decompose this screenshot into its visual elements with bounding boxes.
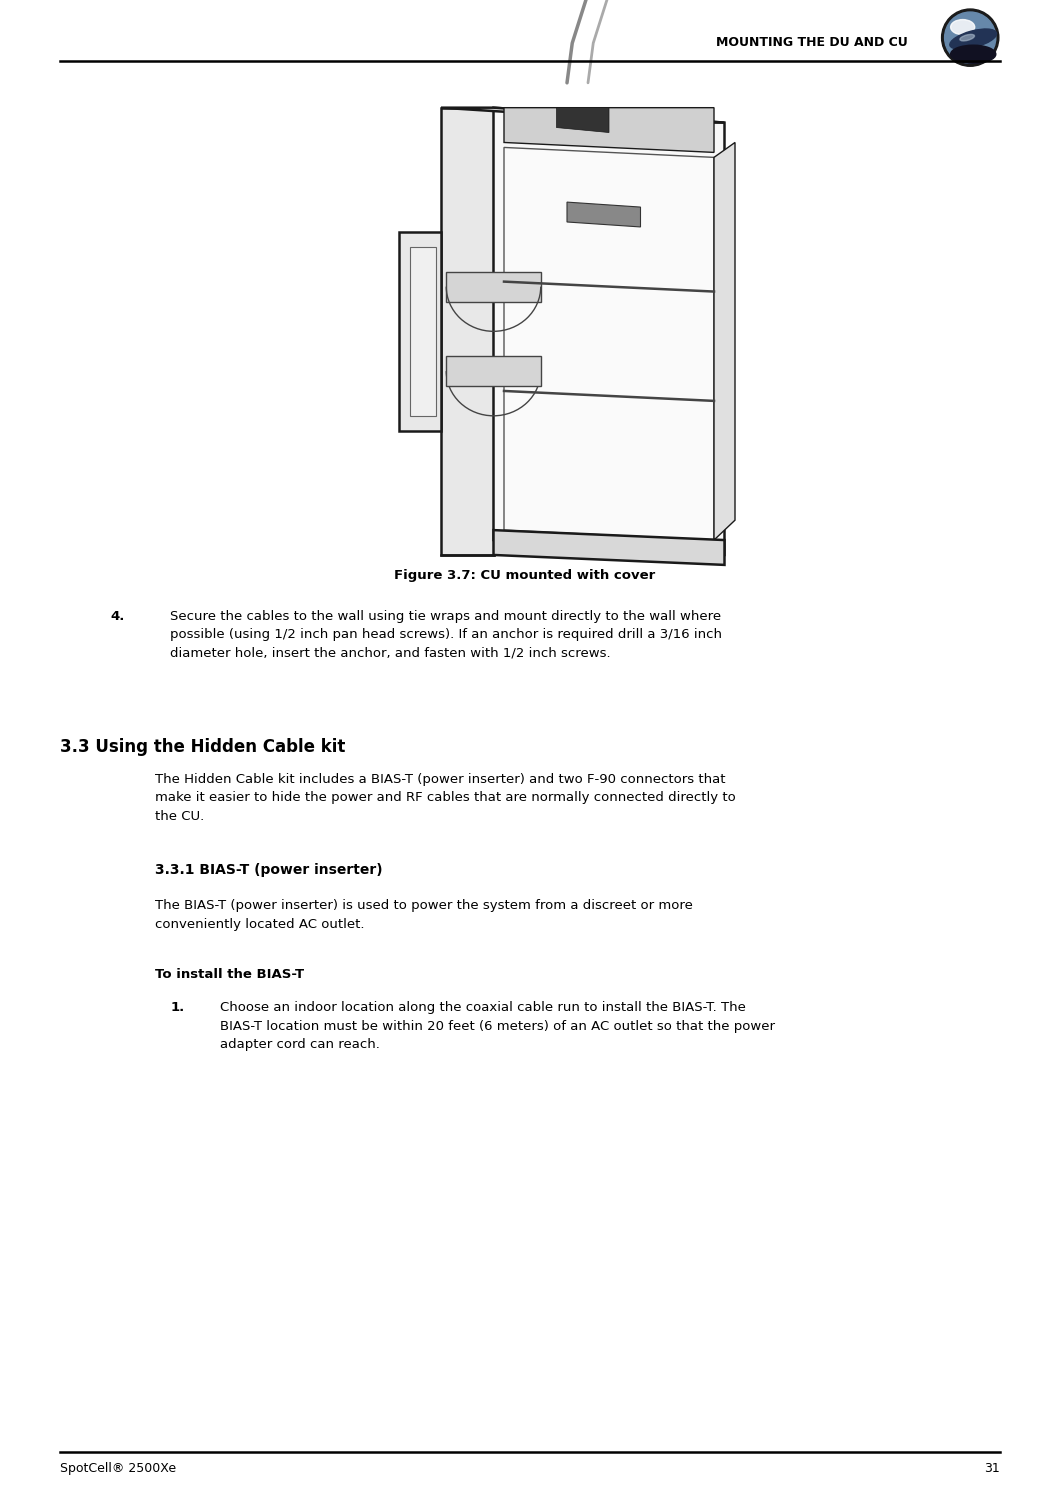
Polygon shape [441,108,724,122]
Polygon shape [446,357,541,386]
Text: 3.3 Using the Hidden Cable kit: 3.3 Using the Hidden Cable kit [60,738,345,756]
Text: 31: 31 [984,1462,1000,1476]
Text: Figure 3.7: CU mounted with cover: Figure 3.7: CU mounted with cover [395,569,655,583]
Polygon shape [504,148,714,541]
Ellipse shape [945,12,995,63]
Text: SpotCell® 2500Xe: SpotCell® 2500Xe [60,1462,176,1476]
Polygon shape [494,108,724,556]
Text: The BIAS-T (power inserter) is used to power the system from a discreet or more
: The BIAS-T (power inserter) is used to p… [155,899,693,931]
Ellipse shape [950,45,995,63]
Text: 4.: 4. [110,610,125,623]
Ellipse shape [950,20,974,35]
Ellipse shape [960,35,974,41]
Text: Secure the cables to the wall using tie wraps and mount directly to the wall whe: Secure the cables to the wall using tie … [170,610,722,660]
Polygon shape [556,108,609,133]
Polygon shape [399,232,441,431]
Polygon shape [494,530,724,565]
Text: MOUNTING THE DU AND CU: MOUNTING THE DU AND CU [716,36,908,48]
Text: 1.: 1. [170,1001,185,1015]
Text: Choose an indoor location along the coaxial cable run to install the BIAS-T. The: Choose an indoor location along the coax… [220,1001,776,1051]
Polygon shape [504,108,714,152]
Polygon shape [714,143,735,541]
Text: 3.3.1 BIAS-T (power inserter): 3.3.1 BIAS-T (power inserter) [155,863,383,876]
Circle shape [942,9,999,66]
Text: To install the BIAS-T: To install the BIAS-T [155,968,304,982]
Polygon shape [446,271,541,301]
Polygon shape [441,108,494,556]
Polygon shape [410,247,436,416]
Polygon shape [567,202,640,227]
Ellipse shape [950,29,996,50]
Text: The Hidden Cable kit includes a BIAS-T (power inserter) and two F-90 connectors : The Hidden Cable kit includes a BIAS-T (… [155,773,736,822]
